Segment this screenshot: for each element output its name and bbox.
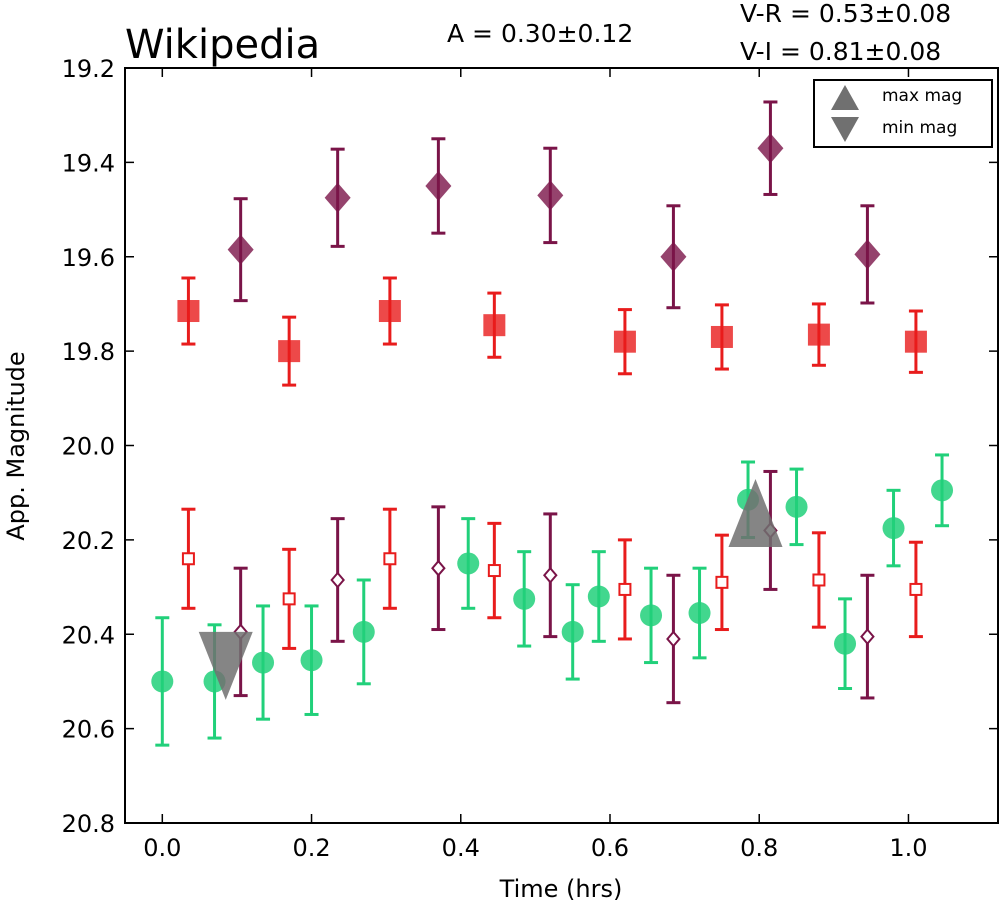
y-axis-label: App. Magnitude xyxy=(2,351,30,540)
legend-max-mag-label: max mag xyxy=(882,86,962,106)
data-point xyxy=(252,651,275,674)
data-point xyxy=(688,602,711,625)
legend-min-mag-marker xyxy=(831,117,859,142)
data-point xyxy=(860,628,875,646)
y-tick-label: 20.0 xyxy=(62,433,115,461)
legend: max mag min mag xyxy=(813,79,993,148)
data-point xyxy=(931,479,954,502)
x-axis: 0.0 0.2 0.4 0.6 0.8 1.0 xyxy=(143,68,928,862)
y-tick-label: 20.2 xyxy=(62,527,115,555)
data-point xyxy=(383,552,397,566)
data-point xyxy=(618,582,632,596)
data-point xyxy=(457,552,480,575)
y-tick-label: 20.4 xyxy=(62,621,115,649)
data-point xyxy=(640,604,663,627)
min-mag-marker xyxy=(198,631,253,700)
data-point xyxy=(904,330,927,353)
data-point xyxy=(300,649,323,672)
data-point xyxy=(710,325,733,348)
y-tick-label: 19.8 xyxy=(62,338,115,366)
data-point xyxy=(425,170,452,201)
x-tick-label: 0.8 xyxy=(740,834,778,862)
data-point xyxy=(227,234,254,265)
data-point xyxy=(715,575,729,589)
chart-title: Wikipedia xyxy=(125,22,320,68)
data-point xyxy=(909,582,923,596)
data-point xyxy=(181,552,195,566)
legend-max-mag-marker xyxy=(831,85,859,110)
y-tick-label: 19.6 xyxy=(62,244,115,272)
x-axis-label: Time (hrs) xyxy=(499,875,623,903)
x-tick-label: 0.2 xyxy=(292,834,330,862)
plot-layer xyxy=(151,100,954,747)
y-axis: 19.2 19.4 19.6 19.8 20.0 20.2 20.4 20.6 20.8 xyxy=(62,55,998,838)
data-point xyxy=(834,632,857,655)
data-point xyxy=(812,573,826,587)
data-point xyxy=(613,330,636,353)
data-point xyxy=(278,340,301,363)
x-tick-label: 1.0 xyxy=(889,834,927,862)
data-point xyxy=(757,133,784,164)
data-point xyxy=(660,241,687,272)
data-point xyxy=(487,564,501,578)
data-point xyxy=(854,239,881,270)
amplitude-annotation: A = 0.30±0.12 xyxy=(447,19,633,48)
x-tick-label: 0.6 xyxy=(591,834,629,862)
data-point xyxy=(330,571,345,589)
y-tick-label: 19.4 xyxy=(62,149,115,177)
y-tick-label: 20.6 xyxy=(62,716,115,744)
data-point xyxy=(882,517,905,540)
y-tick-label: 20.8 xyxy=(62,810,115,838)
legend-min-mag-label: min mag xyxy=(882,118,957,138)
x-tick-label: 0.0 xyxy=(143,834,181,862)
y-tick-label: 19.2 xyxy=(62,55,115,83)
data-point xyxy=(513,587,536,610)
data-point xyxy=(431,559,446,577)
data-point xyxy=(561,620,584,643)
data-point xyxy=(542,566,558,584)
max-mag-marker xyxy=(728,479,783,547)
data-point xyxy=(352,620,375,643)
plot-frame xyxy=(124,67,999,824)
data-point xyxy=(151,670,174,693)
color-vi-annotation: V-I = 0.81±0.08 xyxy=(740,37,941,66)
data-point xyxy=(537,180,564,211)
data-point xyxy=(807,323,830,346)
data-point xyxy=(483,314,506,337)
data-point xyxy=(282,592,296,606)
data-point xyxy=(177,300,200,323)
data-point xyxy=(666,630,681,648)
data-point xyxy=(785,495,808,518)
data-point xyxy=(324,182,351,213)
data-point xyxy=(587,585,610,608)
data-point xyxy=(378,300,401,323)
x-tick-label: 0.4 xyxy=(442,834,480,862)
color-vr-annotation: V-R = 0.53±0.08 xyxy=(740,0,951,28)
